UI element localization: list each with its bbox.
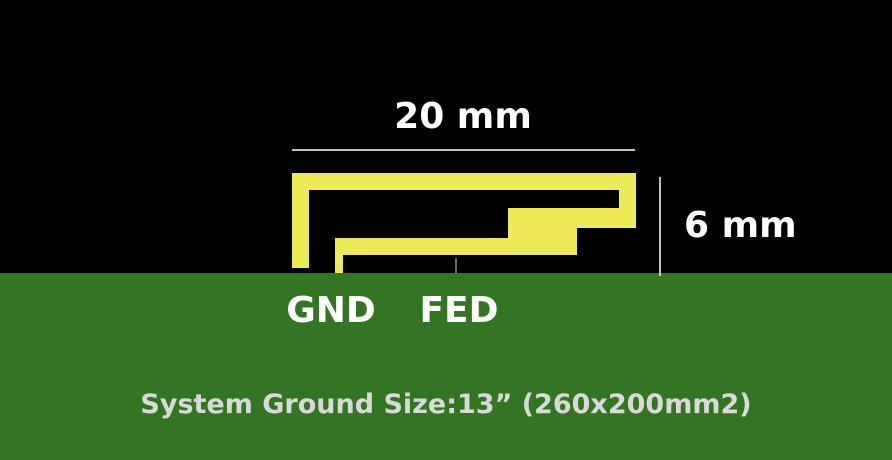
antenna-feed-arm [335, 208, 636, 273]
feed-label: FED [419, 290, 498, 331]
gnd-label: GND [286, 290, 376, 331]
antenna-trace [292, 173, 636, 273]
system-ground-plane [0, 273, 892, 460]
height-label: 6 mm [684, 205, 797, 246]
antenna-outer-arm [292, 173, 636, 268]
width-label: 20 mm [394, 96, 532, 137]
ground-size-caption: System Ground Size:13” (260x200mm2) [140, 389, 751, 420]
